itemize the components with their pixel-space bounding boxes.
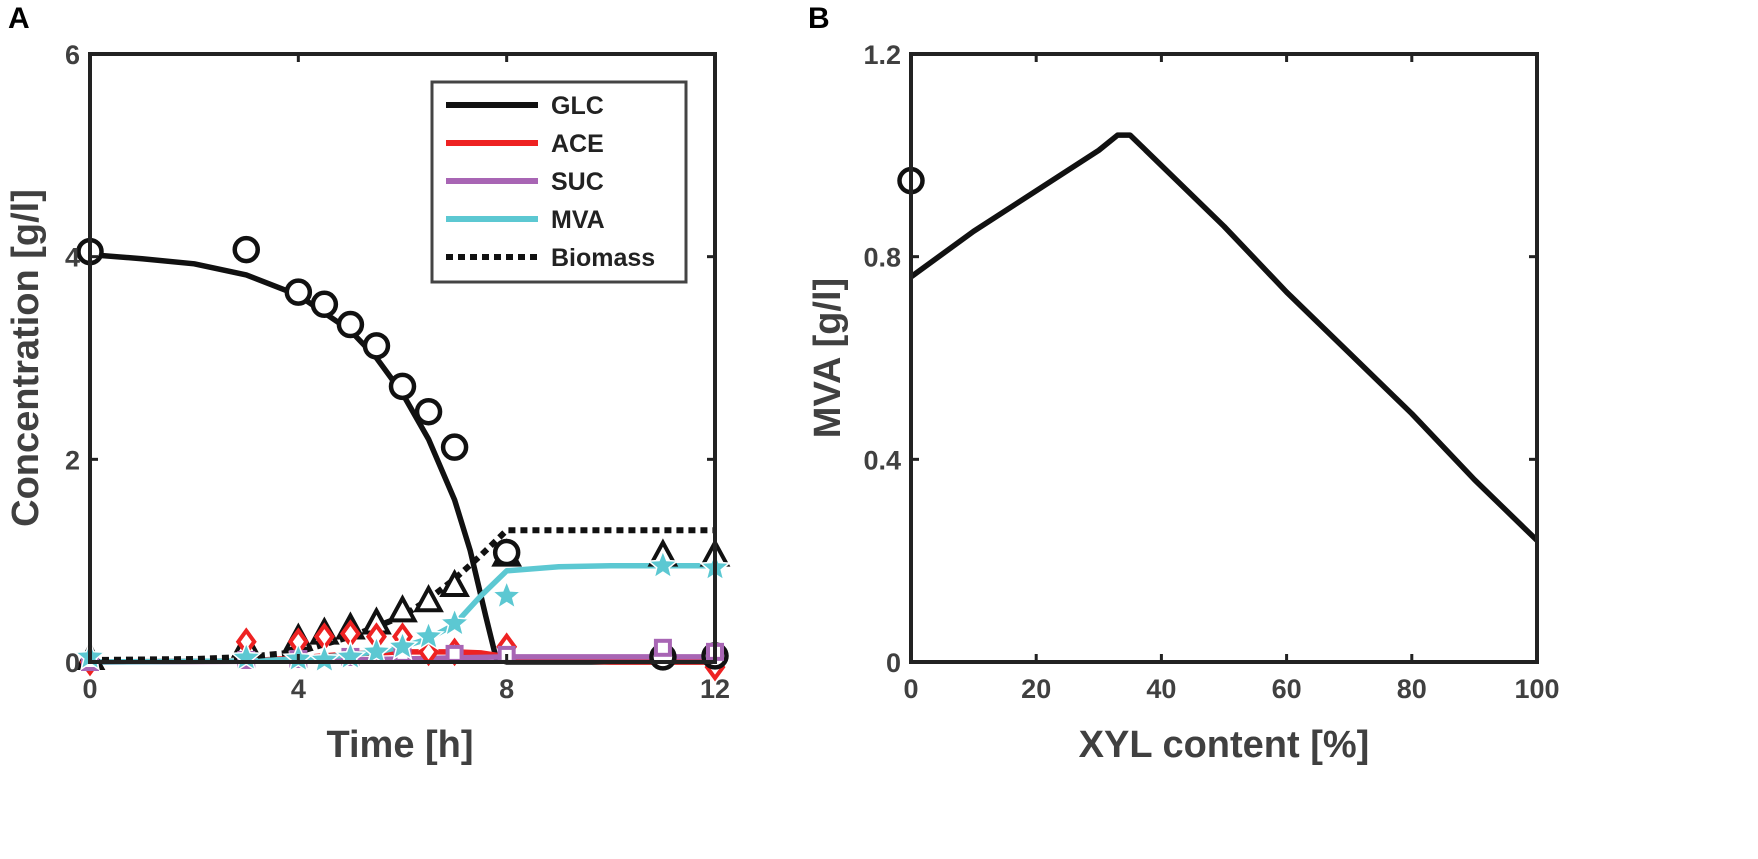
panel-a-marker-mva (308, 642, 341, 674)
panel-a-marker-mva (646, 548, 680, 580)
panel-a-y-tick-label: 2 (65, 445, 80, 475)
panel-a-marker-glc (310, 290, 339, 319)
panel-a-marker-mva (360, 634, 393, 666)
panel-b: B 0 20 40 60 80 100 0 0.4 0.8 1.2 XYL content [%]… (807, 2, 1560, 766)
panel-a-y-tick-label: 6 (65, 40, 80, 70)
panel-b-x-tick-label: 80 (1397, 674, 1427, 704)
panel-a-marker-glc (362, 332, 391, 360)
panel-a-legend: GLC ACE SUC MVA Biomass (430, 80, 688, 284)
panel-a-marker-biomass (413, 584, 444, 613)
panel-a-marker-glc (388, 372, 417, 401)
panel-b-y-label: MVA [g/l] (807, 278, 849, 438)
panel-a-marker-mva (438, 606, 471, 638)
panel-a-marker-mva (490, 579, 523, 610)
panel-b-frame (909, 52, 1539, 664)
panel-a-x-tick-label: 8 (499, 674, 514, 704)
panel-a-marker-mva (386, 629, 419, 661)
legend-label-ace: ACE (551, 130, 604, 158)
panel-b-y-tick-label: 1.2 (863, 40, 901, 70)
panel-a-marker-glc (336, 310, 365, 339)
panel-a-marker-mva (412, 619, 445, 651)
panel-a-marker-glc (232, 235, 260, 264)
panel-a-marker-glc (440, 433, 469, 461)
panel-a-x-tick-label: 12 (700, 674, 730, 704)
panel-a-x-tick-label: 4 (291, 674, 306, 704)
panel-b-x-tick-label: 40 (1146, 674, 1176, 704)
legend-label-biomass: Biomass (551, 244, 655, 272)
panel-a-marker-suc (653, 638, 672, 657)
panel-a-y-label: Concentration [g/l] (5, 189, 47, 527)
panel-a-marker-biomass (387, 594, 418, 623)
panel-b-series-line-mva (909, 132, 1539, 543)
panel-a-marker-suc (445, 644, 464, 663)
legend-label-suc: SUC (551, 168, 604, 196)
panel-a-label: A (8, 2, 30, 35)
panel-a-x-label: Time [h] (326, 724, 473, 766)
panel-b-x-tick-label: 20 (1021, 674, 1051, 704)
panel-a-ticks: 0 4 8 12 0 2 4 6 (65, 40, 730, 704)
panel-a-marker-glc (414, 397, 443, 426)
legend-label-mva: MVA (551, 206, 605, 234)
panel-b-plot-area (897, 132, 1539, 543)
panel-a-y-tick-label: 0 (65, 648, 80, 678)
panel-a-marker-mva (230, 640, 263, 672)
legend-label-glc: GLC (551, 92, 604, 120)
panel-a-marker-glc (492, 538, 521, 567)
panel-b-label: B (808, 2, 830, 35)
panel-a-frame (88, 52, 717, 664)
panel-a-plot-area (73, 235, 732, 682)
panel-b-x-tick-label: 100 (1514, 674, 1559, 704)
panel-b-x-tick-label: 0 (903, 674, 918, 704)
panel-a-y-tick-label: 4 (65, 243, 80, 273)
panel-a-marker-biomass (439, 568, 470, 597)
panel-b-ticks: 0 20 40 60 80 100 0 0.4 0.8 1.2 (863, 40, 1559, 704)
panel-a: A 0 4 8 12 0 2 4 6 Time [h] Concentration [g/l]… (5, 2, 732, 766)
panel-a-x-tick-label: 0 (82, 674, 97, 704)
panel-a-marker-glc (284, 278, 313, 306)
panel-b-y-tick-label: 0.4 (863, 445, 901, 475)
panel-b-x-tick-label: 60 (1272, 674, 1302, 704)
panel-b-y-tick-label: 0.8 (863, 243, 901, 273)
panel-b-y-tick-label: 0 (886, 648, 901, 678)
panel-b-x-label: XYL content [%] (1079, 724, 1370, 766)
